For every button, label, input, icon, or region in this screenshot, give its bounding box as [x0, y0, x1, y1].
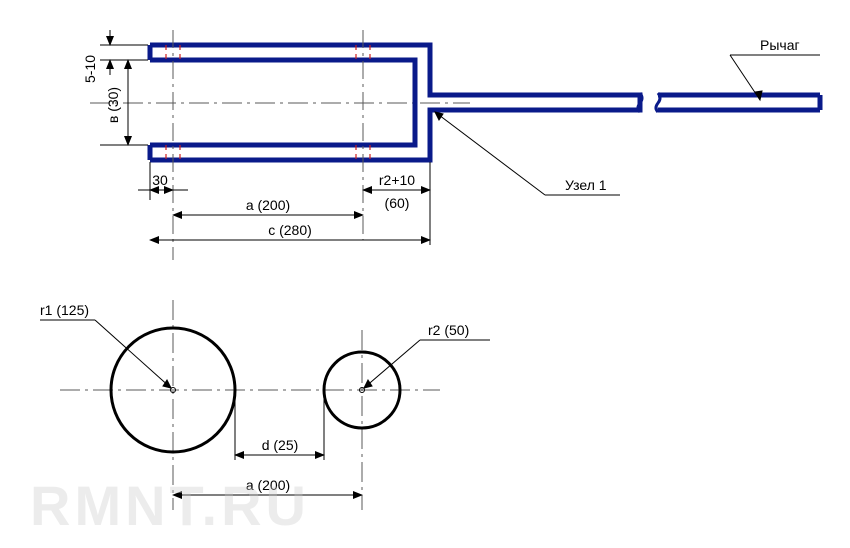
label-r2-10-val: (60)	[385, 195, 410, 211]
label-r1: r1 (125)	[40, 302, 89, 318]
r2-leader	[364, 340, 490, 388]
label-r2: r2 (50)	[428, 322, 469, 338]
label-rychag: Рычаг	[760, 37, 800, 53]
lever-outline	[658, 95, 820, 110]
label-a-bottom: a (200)	[246, 477, 290, 493]
label-uzel: Узел 1	[565, 177, 607, 193]
label-d: d (25)	[262, 437, 299, 453]
label-c: c (280)	[268, 222, 312, 238]
drawing-canvas: 5-10 в (30) 30 a (200) c (280) r2+10 (60…	[0, 0, 850, 548]
label-r2-10: r2+10	[379, 172, 415, 188]
label-a-top: a (200)	[246, 197, 290, 213]
leaders	[435, 55, 820, 195]
label-5-10: 5-10	[82, 55, 98, 83]
label-b: в (30)	[105, 87, 121, 123]
r1-leader	[40, 320, 171, 388]
label-30: 30	[152, 172, 168, 188]
